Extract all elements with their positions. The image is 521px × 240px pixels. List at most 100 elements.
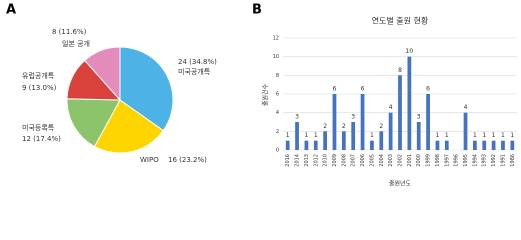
bar — [444, 140, 449, 150]
x-tick-label: 2001 — [407, 154, 413, 167]
bar — [332, 94, 337, 150]
bar — [388, 112, 393, 150]
bar — [313, 140, 318, 150]
value-label: 1 — [492, 132, 496, 139]
bar — [491, 140, 496, 150]
bar — [285, 140, 290, 150]
value-label: 4 — [389, 104, 393, 111]
panel-label: A — [6, 3, 16, 18]
y-tick-label: 6 — [276, 92, 279, 98]
bar — [323, 131, 327, 150]
value-label: 12 (17.4%) — [22, 135, 61, 143]
x-tick-label: 2003 — [388, 154, 394, 167]
pie-slice — [93, 99, 164, 154]
x-tick-label: 2013 — [304, 154, 310, 167]
value-label: 1 — [501, 132, 505, 139]
value-label: 1 — [473, 132, 477, 139]
bar — [295, 122, 299, 150]
x-tick-label: 2008 — [341, 154, 347, 167]
value-label: 9 (13.0%) — [22, 84, 57, 92]
x-tick-label: 1999 — [426, 154, 432, 167]
bar — [501, 140, 505, 150]
panel-label: B — [252, 3, 262, 18]
bar — [379, 131, 384, 150]
bar — [473, 140, 477, 150]
value-label: 1 — [314, 132, 318, 139]
value-label: 4 — [464, 104, 468, 111]
value-label: 3 — [417, 114, 421, 121]
value-label: 2 — [342, 123, 346, 130]
x-tick-label: 1997 — [444, 154, 450, 167]
x-tick-label: 1986 — [510, 154, 516, 167]
x-tick-label: 2000 — [416, 154, 422, 167]
x-tick-label: 2016 — [285, 154, 291, 167]
slice-label: 일본 공개 — [62, 39, 90, 48]
value-label: 1 — [286, 132, 290, 139]
pie-slice — [84, 46, 121, 102]
bar — [351, 122, 356, 150]
pie-slice — [66, 98, 121, 148]
value-label: 1 — [370, 132, 374, 139]
x-tick-label: 1998 — [435, 154, 441, 167]
bar — [370, 140, 374, 150]
bar — [416, 122, 421, 150]
figure: A B 연도별 출원 현황 출원년도 출원건수 24 (34.8%)미국공개특 W… — [6, 3, 517, 188]
value-label: 1 — [482, 132, 486, 139]
bar — [407, 56, 412, 150]
pie-slice — [119, 46, 174, 132]
x-tick-label: 2012 — [313, 154, 319, 167]
value-label: 3 — [351, 114, 355, 121]
bar — [482, 140, 487, 150]
value-label: 2 — [379, 123, 383, 130]
value-label: 6 — [426, 86, 430, 93]
bar — [360, 94, 365, 150]
y-tick-label: 0 — [276, 148, 279, 154]
x-tick-label: 1996 — [454, 154, 460, 167]
x-tick-label: 1993 — [482, 154, 488, 167]
y-tick-label: 10 — [273, 54, 279, 60]
x-tick-label: 1991 — [500, 154, 506, 167]
x-tick-label: 2010 — [323, 154, 329, 167]
x-tick-label: 1994 — [472, 154, 478, 167]
y-tick-label: 4 — [276, 110, 279, 116]
bar — [426, 94, 430, 150]
x-tick-label: 2005 — [369, 154, 375, 167]
y-tick-label: 12 — [273, 36, 279, 42]
x-tick-label: 2002 — [398, 154, 404, 167]
bar — [398, 75, 402, 150]
value-label: 2 — [323, 123, 327, 130]
value-label: 24 (34.8%) — [178, 58, 217, 66]
bar — [341, 131, 346, 150]
x-tick-label: 2007 — [351, 154, 357, 167]
x-tick-label: 2009 — [332, 154, 338, 167]
value-label: 6 — [333, 86, 337, 93]
chart-title: 연도별 출원 현황 — [372, 16, 429, 26]
value-label: 1 — [445, 132, 449, 139]
x-tick-label: 2014 — [295, 154, 301, 167]
bar — [510, 140, 515, 150]
value-label: 8 (11.6%) — [52, 28, 87, 36]
slice-label: 미국등록특 — [22, 123, 55, 132]
value-label: 1 — [304, 132, 308, 139]
x-tick-label: 1992 — [491, 154, 497, 167]
slice-label: 유럽공개특 — [22, 71, 55, 80]
x-tick-label: 2006 — [360, 154, 366, 167]
bar — [463, 112, 468, 150]
bar — [304, 140, 309, 150]
value-label: 16 (23.2%) — [168, 156, 207, 164]
slice-label: 미국공개특 — [178, 67, 211, 76]
value-label: 1 — [436, 132, 440, 139]
x-axis-label: 출원년도 — [389, 180, 412, 188]
x-tick-label: 2004 — [379, 154, 385, 167]
value-label: 6 — [361, 86, 365, 93]
slice-label: WIPO — [140, 156, 159, 164]
x-tick-label: 1995 — [463, 154, 469, 167]
value-label: 8 — [398, 67, 402, 74]
value-label: 1 — [510, 132, 514, 139]
bar — [435, 140, 440, 150]
value-label: 10 — [406, 48, 414, 55]
value-label: 3 — [295, 114, 299, 121]
y-axis-label: 출원건수 — [262, 83, 270, 106]
y-tick-label: 8 — [276, 73, 279, 79]
y-tick-label: 2 — [276, 129, 279, 135]
